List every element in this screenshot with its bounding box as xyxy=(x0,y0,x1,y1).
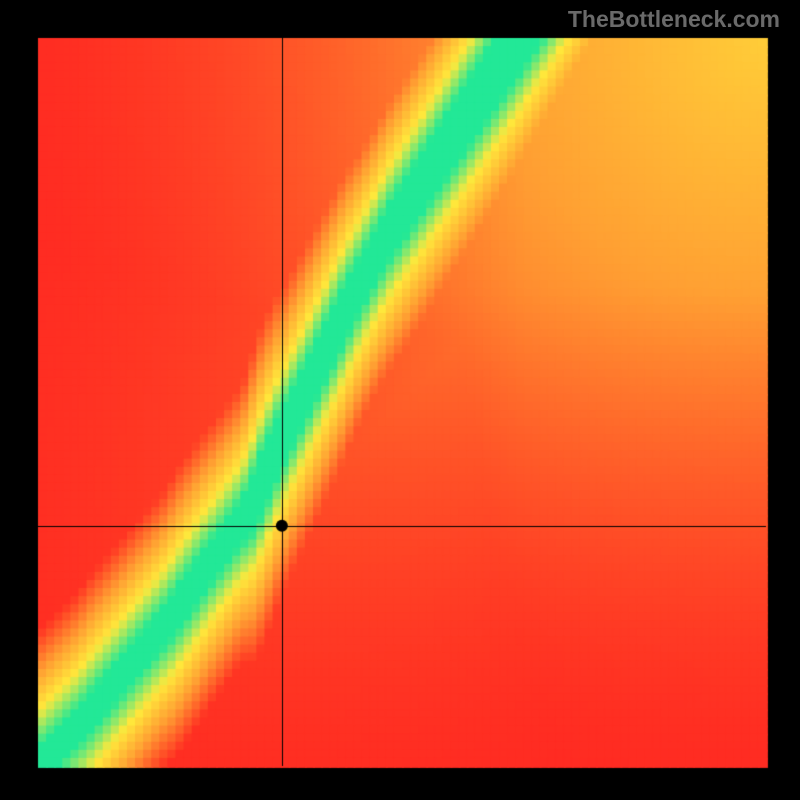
watermark-text: TheBottleneck.com xyxy=(568,6,780,33)
bottleneck-heatmap xyxy=(0,0,800,800)
chart-container: TheBottleneck.com xyxy=(0,0,800,800)
